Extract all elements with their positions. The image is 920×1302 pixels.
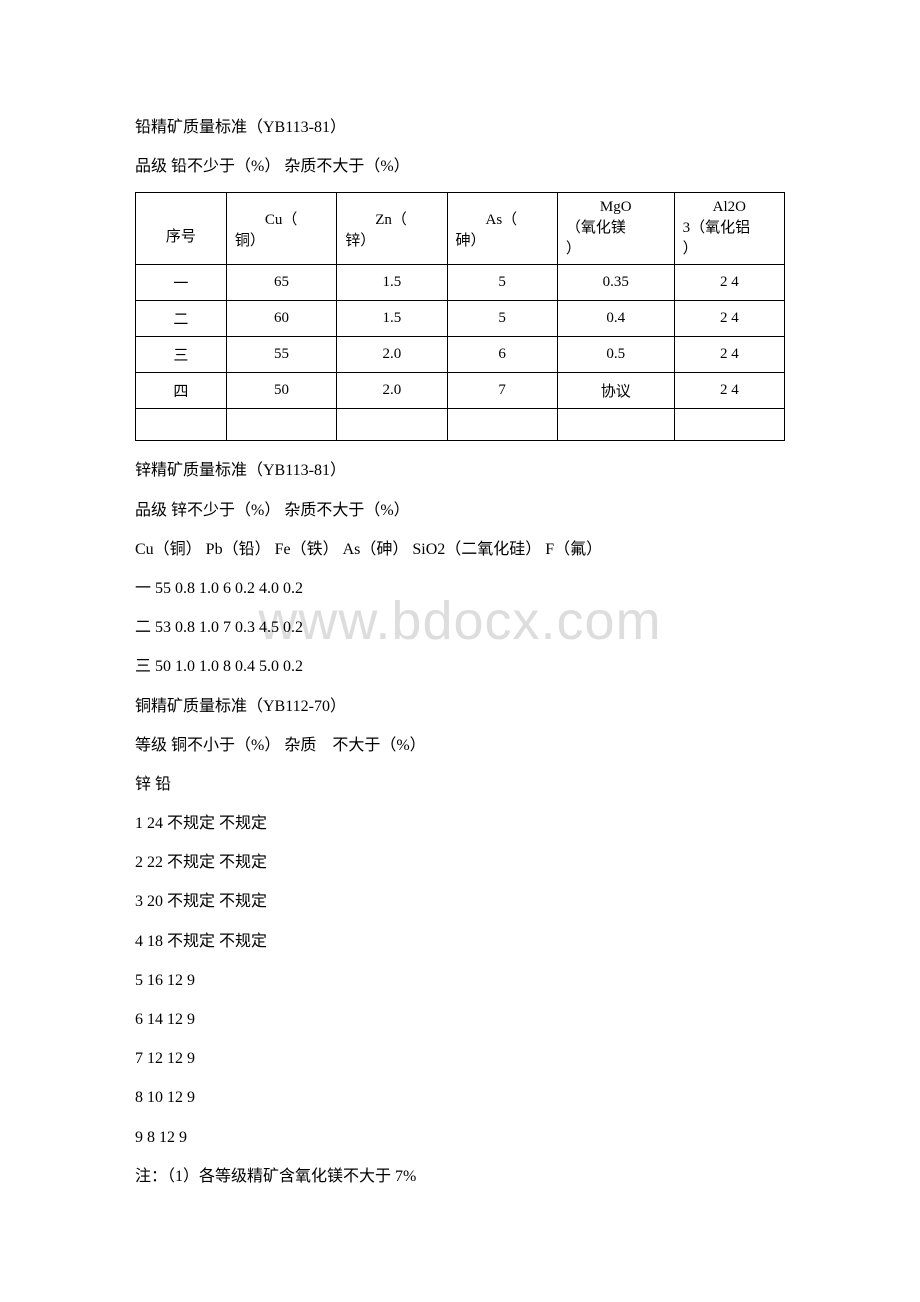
header-cell-as: As（ 砷） <box>447 193 557 265</box>
table-cell: 2.0 <box>337 337 447 373</box>
table-cell: 5 <box>447 301 557 337</box>
header-cell-mgo: MgO （氧化镁 ） <box>557 193 674 265</box>
subtitle-line-1: 品级 铅不少于（%） 杂质不大于（%） <box>135 149 785 184</box>
table-row: 四 50 2.0 7 协议 2 4 <box>136 373 785 409</box>
table-cell: 65 <box>226 265 336 301</box>
table-cell: 2 4 <box>674 265 784 301</box>
header-as-line2: 砷） <box>456 229 549 250</box>
header-zn-line2: 锌） <box>345 229 438 250</box>
table-empty-row <box>136 409 785 441</box>
table-cell: 1.5 <box>337 301 447 337</box>
table-cell: 三 <box>136 337 227 373</box>
table-cell: 55 <box>226 337 336 373</box>
table-cell: 7 <box>447 373 557 409</box>
body-line: 1 24 不规定 不规定 <box>135 806 785 841</box>
table-cell: 6 <box>447 337 557 373</box>
table-cell: 二 <box>136 301 227 337</box>
table-cell: 2 4 <box>674 373 784 409</box>
table-cell-empty <box>337 409 447 441</box>
title-line-1: 铅精矿质量标准（YB113-81） <box>135 110 785 145</box>
body-line: Cu（铜） Pb（铅） Fe（铁） As（砷） SiO2（二氧化硅） F（氟） <box>135 532 785 567</box>
body-line: 3 20 不规定 不规定 <box>135 884 785 919</box>
table-row: 二 60 1.5 5 0.4 2 4 <box>136 301 785 337</box>
header-cell-seq: 序号 <box>136 193 227 265</box>
table-row: 一 65 1.5 5 0.35 2 4 <box>136 265 785 301</box>
header-cell-zn: Zn（ 锌） <box>337 193 447 265</box>
body-line: 品级 锌不少于（%） 杂质不大于（%） <box>135 493 785 528</box>
table-cell: 2.0 <box>337 373 447 409</box>
table-cell: 1.5 <box>337 265 447 301</box>
header-mgo-line2: （氧化镁 <box>566 216 666 237</box>
body-line: 9 8 12 9 <box>135 1120 785 1155</box>
table-cell: 四 <box>136 373 227 409</box>
body-line: 三 50 1.0 1.0 8 0.4 5.0 0.2 <box>135 649 785 684</box>
body-line: 铜精矿质量标准（YB112-70） <box>135 689 785 724</box>
table-cell-empty <box>447 409 557 441</box>
body-line: 注：（1）各等级精矿含氧化镁不大于 7% <box>135 1159 785 1194</box>
body-line: 7 12 12 9 <box>135 1041 785 1076</box>
table-cell: 50 <box>226 373 336 409</box>
body-line: 4 18 不规定 不规定 <box>135 924 785 959</box>
header-mgo-line3: ） <box>566 237 666 258</box>
header-as-line1: As（ <box>456 208 549 229</box>
header-al-line2: 3（氧化铝 <box>683 216 776 237</box>
table-cell: 2 4 <box>674 337 784 373</box>
table-cell-empty <box>226 409 336 441</box>
table-cell-empty <box>674 409 784 441</box>
header-al-line1: Al2O <box>683 199 776 216</box>
table-cell: 2 4 <box>674 301 784 337</box>
header-zn-line1: Zn（ <box>345 208 438 229</box>
body-line: 锌精矿质量标准（YB113-81） <box>135 453 785 488</box>
table-header-row: 序号 Cu（ 铜） Zn（ 锌） As（ 砷） MgO （氧化镁 ） Al2O … <box>136 193 785 265</box>
table-cell: 60 <box>226 301 336 337</box>
table-cell: 一 <box>136 265 227 301</box>
table-cell: 0.4 <box>557 301 674 337</box>
header-cu-line1: Cu（ <box>235 208 328 229</box>
body-line: 锌 铅 <box>135 767 785 802</box>
body-line: 5 16 12 9 <box>135 963 785 998</box>
document-content: 铅精矿质量标准（YB113-81） 品级 铅不少于（%） 杂质不大于（%） 序号… <box>0 0 920 1238</box>
table-cell: 5 <box>447 265 557 301</box>
standards-table: 序号 Cu（ 铜） Zn（ 锌） As（ 砷） MgO （氧化镁 ） Al2O … <box>135 192 785 441</box>
header-cell-cu: Cu（ 铜） <box>226 193 336 265</box>
table-cell: 0.35 <box>557 265 674 301</box>
table-row: 三 55 2.0 6 0.5 2 4 <box>136 337 785 373</box>
header-al-line3: ） <box>683 237 776 258</box>
body-line: 一 55 0.8 1.0 6 0.2 4.0 0.2 <box>135 571 785 606</box>
header-cell-al2o3: Al2O 3（氧化铝 ） <box>674 193 784 265</box>
header-mgo-line1: MgO <box>566 199 666 216</box>
header-cu-line2: 铜） <box>235 229 328 250</box>
table-cell-empty <box>557 409 674 441</box>
body-line: 等级 铜不小于（%） 杂质 不大于（%） <box>135 728 785 763</box>
table-cell: 0.5 <box>557 337 674 373</box>
body-line: 6 14 12 9 <box>135 1002 785 1037</box>
body-line: 二 53 0.8 1.0 7 0.3 4.5 0.2 <box>135 610 785 645</box>
body-line: 2 22 不规定 不规定 <box>135 845 785 880</box>
table-cell: 协议 <box>557 373 674 409</box>
body-line: 8 10 12 9 <box>135 1080 785 1115</box>
table-cell-empty <box>136 409 227 441</box>
